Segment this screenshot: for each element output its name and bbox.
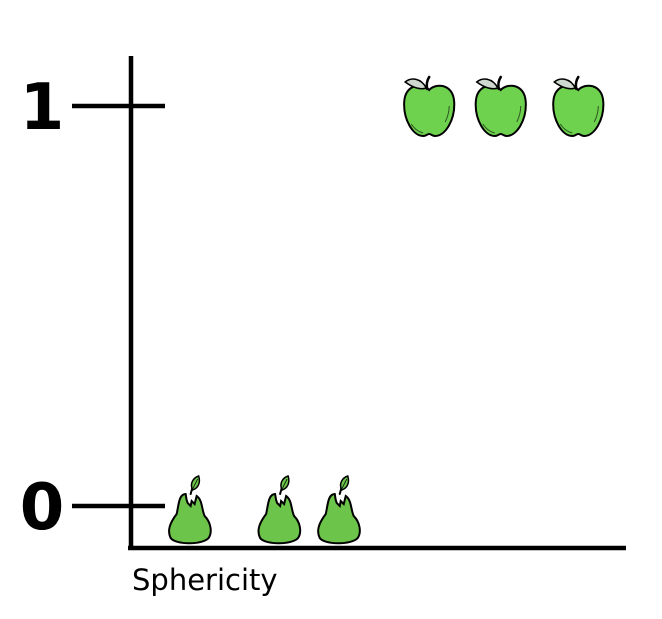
y-tick-label-1: 1 bbox=[20, 71, 65, 145]
pear-point-2-icon bbox=[257, 475, 302, 545]
pear-point-3-icon bbox=[317, 475, 361, 545]
y-tick-label-0: 0 bbox=[20, 471, 65, 545]
data-points bbox=[168, 75, 605, 545]
x-axis-label: Sphericity bbox=[132, 563, 278, 597]
pear-point-1-icon bbox=[168, 475, 212, 545]
apple-point-3-icon bbox=[551, 75, 605, 138]
apple-point-1-icon bbox=[402, 75, 456, 138]
apple-point-2-icon bbox=[474, 75, 528, 138]
y-ticks: 01 bbox=[20, 71, 165, 545]
